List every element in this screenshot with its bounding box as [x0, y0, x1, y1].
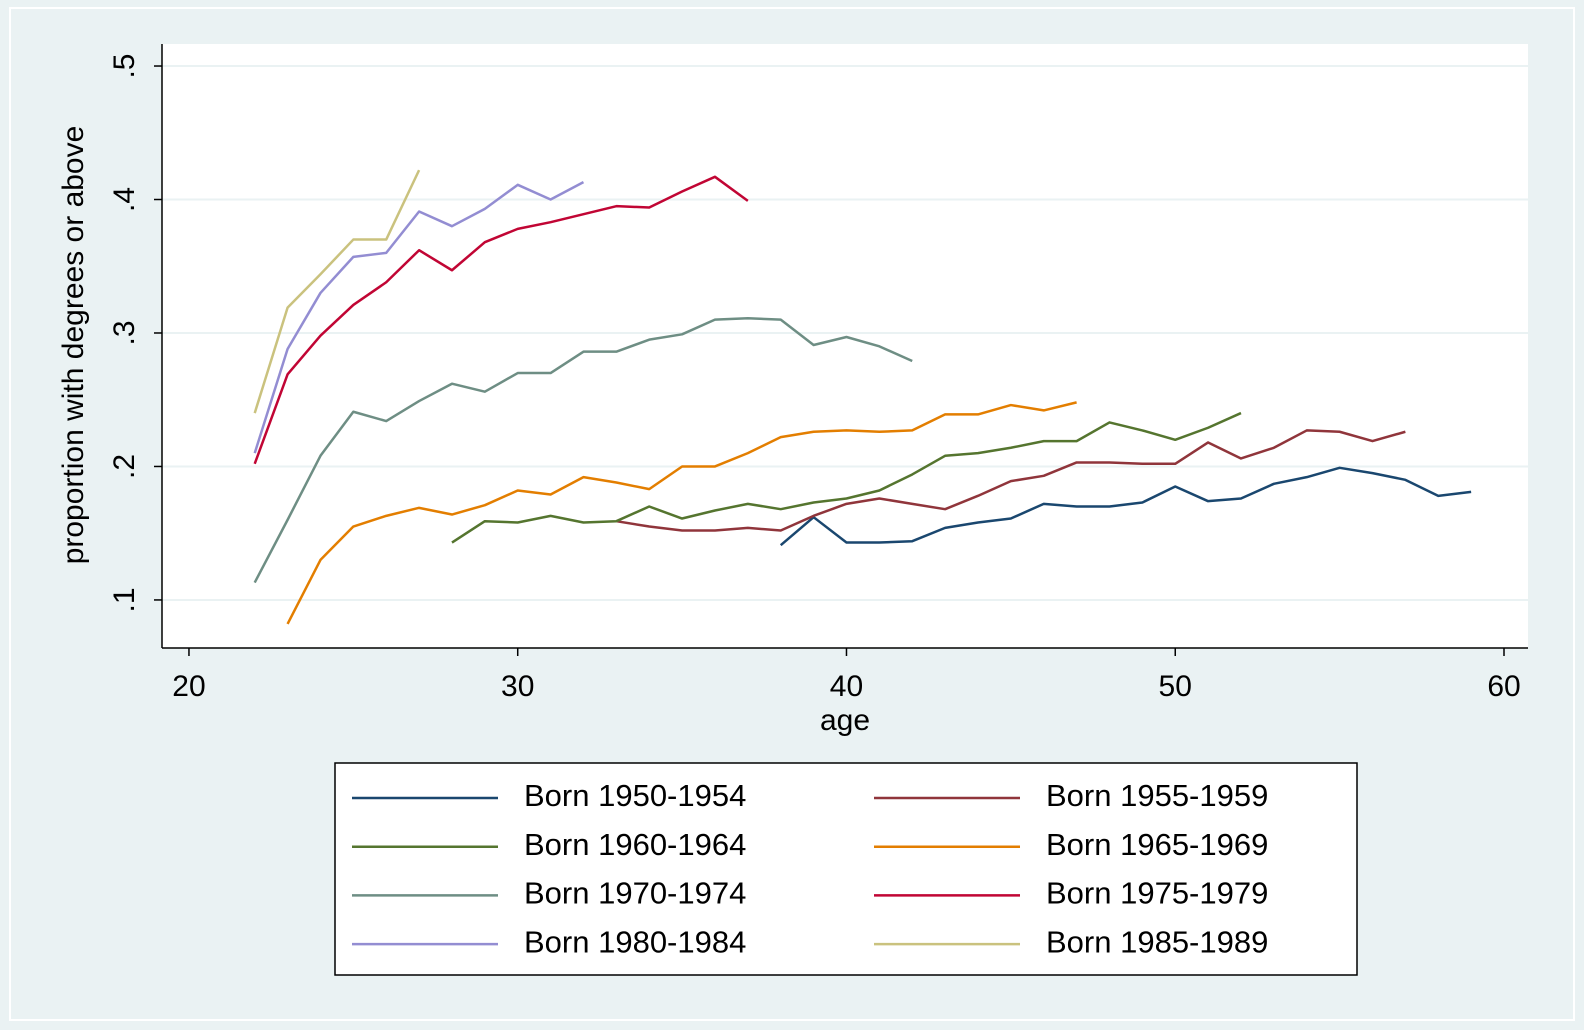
x-tick-label: 30: [501, 670, 534, 703]
legend-label: Born 1970-1974: [524, 876, 746, 911]
series-line: [779, 466, 1472, 547]
x-tick-label: 60: [1487, 670, 1520, 703]
y-tick-label: .3: [108, 320, 141, 345]
series-line: [253, 169, 421, 414]
series-line: [253, 317, 913, 584]
legend: [334, 762, 1358, 976]
y-tick-label: .1: [108, 587, 141, 612]
legend-label: Born 1950-1954: [524, 778, 746, 813]
y-axis-label: proportion with degrees or above: [57, 126, 90, 565]
legend-label: Born 1965-1969: [1046, 827, 1268, 862]
series-line: [253, 181, 585, 454]
y-tick-label: .2: [108, 454, 141, 479]
x-tick-label: 50: [1159, 670, 1192, 703]
series-line: [286, 401, 1077, 625]
legend-label: Born 1980-1984: [524, 924, 746, 959]
series-line: [616, 429, 1406, 532]
legend-label: Born 1985-1989: [1046, 924, 1268, 959]
series-line: [253, 175, 749, 465]
plot-area: [162, 44, 1528, 648]
legend-label: Born 1975-1979: [1046, 876, 1268, 911]
legend-label: Born 1955-1959: [1046, 778, 1268, 813]
series-line: [451, 411, 1242, 544]
y-tick-label: .5: [108, 54, 141, 79]
x-axis-label: age: [820, 704, 870, 737]
y-tick-label: .4: [108, 187, 141, 212]
x-tick-label: 20: [172, 670, 205, 703]
x-tick-label: 40: [830, 670, 863, 703]
legend-label: Born 1960-1964: [524, 827, 746, 862]
